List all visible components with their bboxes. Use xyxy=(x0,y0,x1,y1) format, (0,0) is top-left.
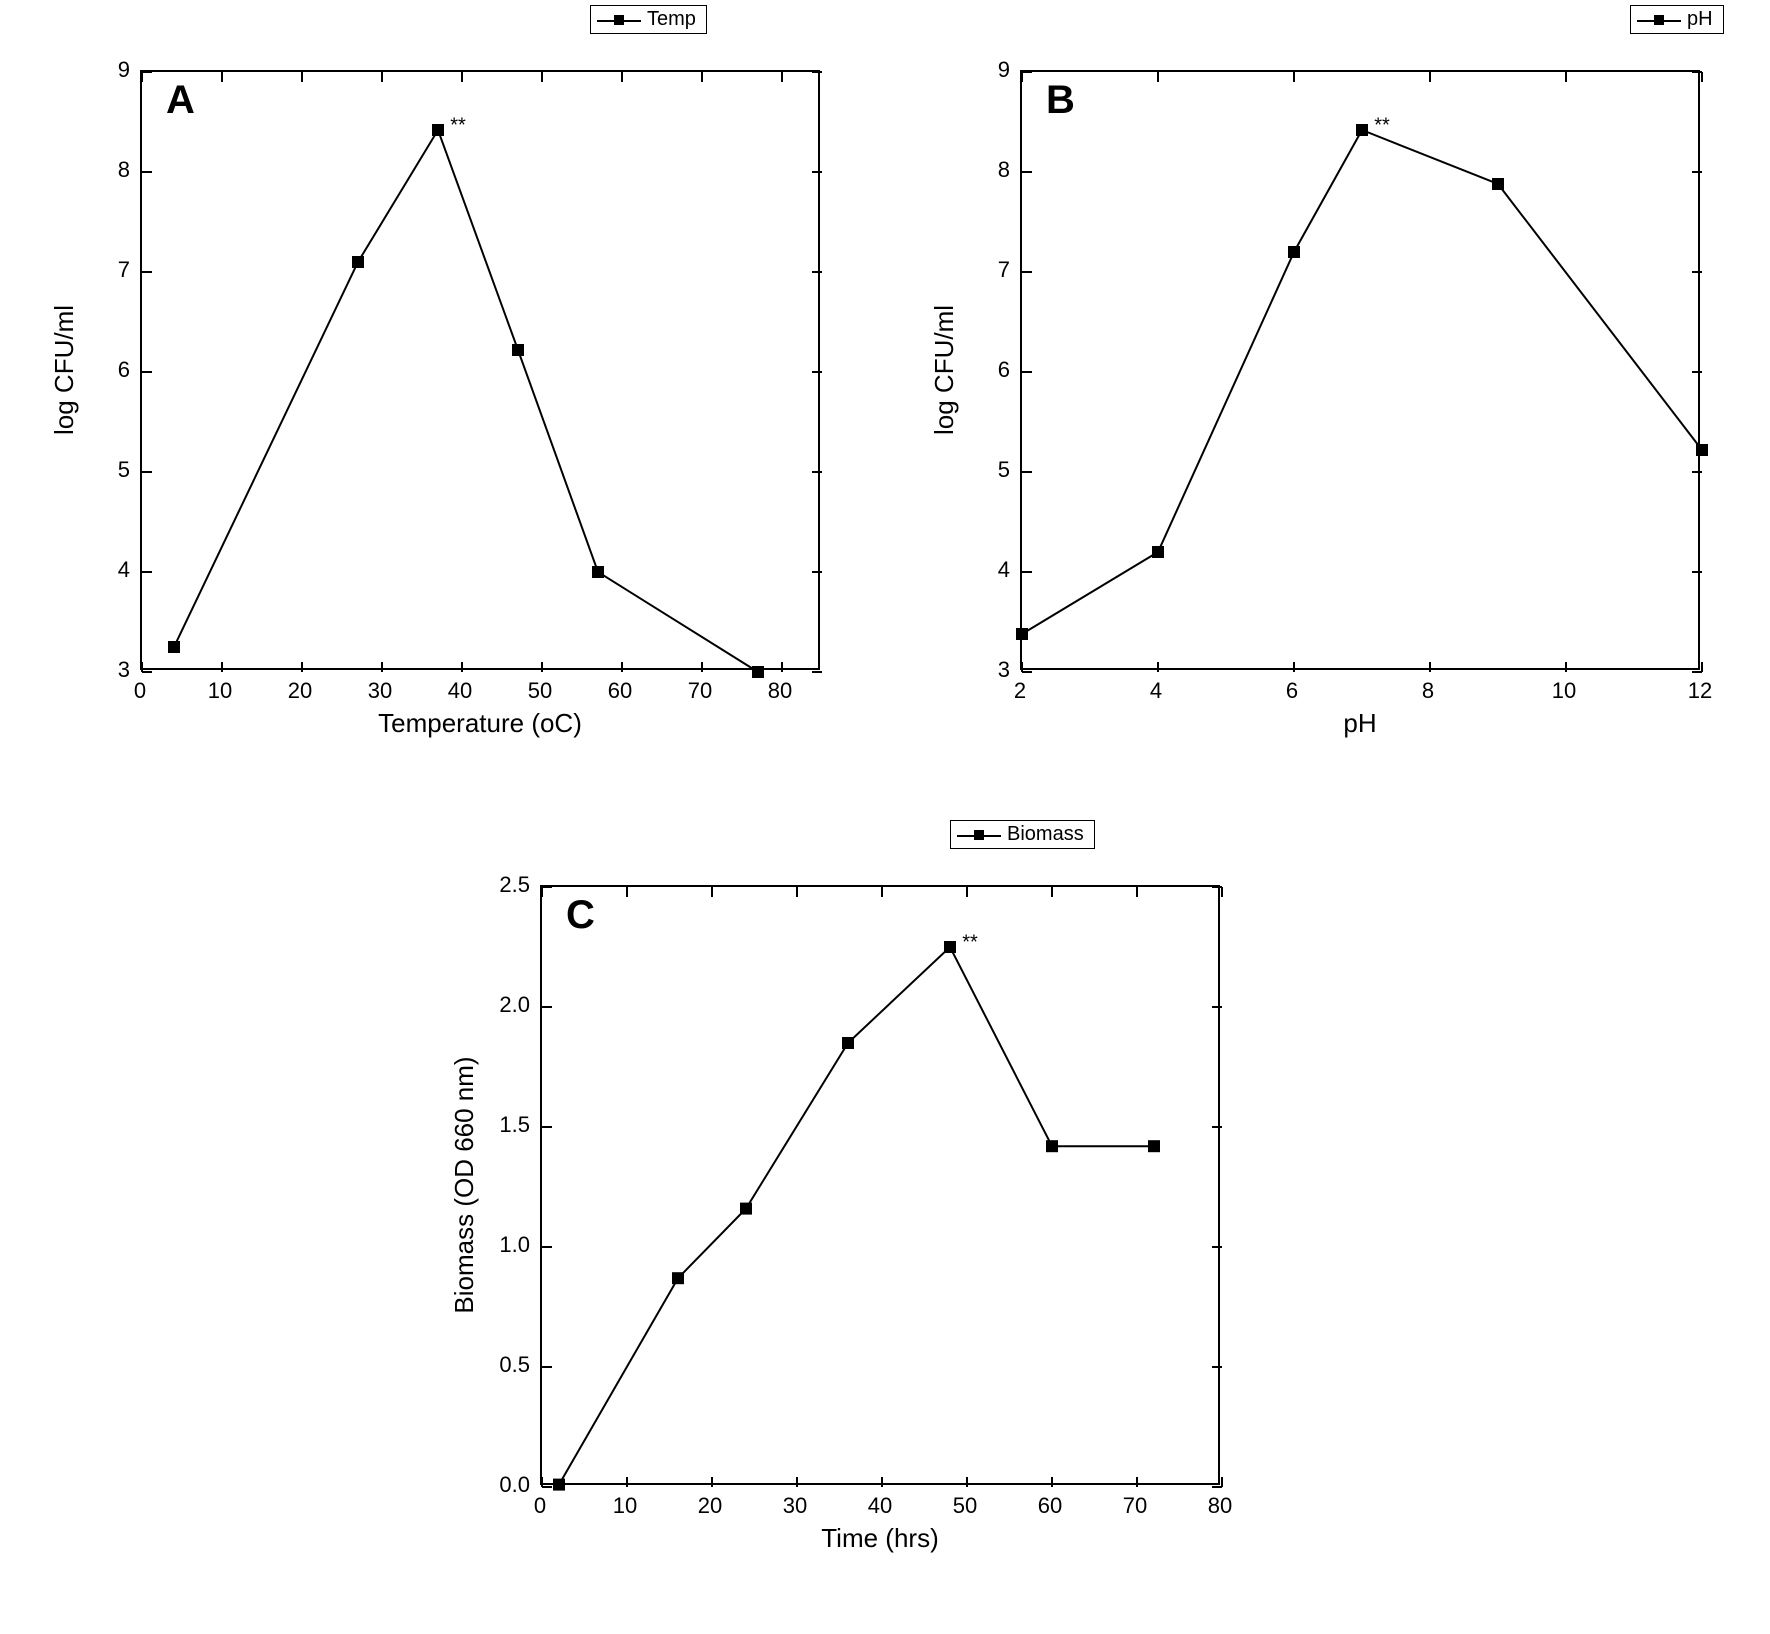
x-axis-title: Temperature (oC) xyxy=(378,708,582,739)
ytick-label: 5 xyxy=(280,457,1010,483)
ytick-label: 0.0 xyxy=(0,1472,530,1498)
ytick-label: 3 xyxy=(280,657,1010,683)
ytick-label: 2.5 xyxy=(0,872,530,898)
ytick-label: 4 xyxy=(0,557,130,583)
significance-mark: ** xyxy=(962,932,978,955)
data-marker xyxy=(512,344,524,356)
xtick-label: 0 xyxy=(534,1493,546,1519)
xtick-label: 10 xyxy=(1552,678,1576,704)
data-marker xyxy=(1152,546,1164,558)
data-marker xyxy=(1696,444,1708,456)
data-marker xyxy=(1288,246,1300,258)
xtick-label: 12 xyxy=(1688,678,1712,704)
significance-mark: ** xyxy=(1374,115,1390,138)
legend-sample xyxy=(957,825,1001,845)
y-axis-title: log CFU/ml xyxy=(49,305,80,435)
data-marker xyxy=(168,641,180,653)
xtick-label: 20 xyxy=(698,1493,722,1519)
data-marker xyxy=(1492,178,1504,190)
ytick-label: 9 xyxy=(0,57,130,83)
xtick-label: 8 xyxy=(1422,678,1434,704)
ytick-label: 9 xyxy=(280,57,1010,83)
ytick-label: 6 xyxy=(280,357,1010,383)
panel-letter: C xyxy=(562,893,599,938)
ytick-label: 4 xyxy=(280,557,1010,583)
xtick-label: 0 xyxy=(134,678,146,704)
legend-sample xyxy=(597,10,641,30)
chart-C: 010203040506070800.00.51.01.52.02.5Time … xyxy=(415,870,1260,1585)
ytick-label: 0.5 xyxy=(0,1352,530,1378)
ytick-label: 8 xyxy=(280,157,1010,183)
data-marker xyxy=(1148,1140,1160,1152)
plot-area xyxy=(540,885,1220,1485)
xtick-label: 80 xyxy=(1208,1493,1232,1519)
series xyxy=(1022,72,1702,672)
data-marker xyxy=(1016,628,1028,640)
plot-area xyxy=(1020,70,1700,670)
data-marker xyxy=(672,1272,684,1284)
data-marker xyxy=(842,1037,854,1049)
xtick-label: 30 xyxy=(783,1493,807,1519)
ytick-label: 5 xyxy=(0,457,130,483)
panel-letter: A xyxy=(162,78,199,123)
legend-label: Temp xyxy=(647,8,696,31)
xtick-label: 10 xyxy=(613,1493,637,1519)
ytick-label: 8 xyxy=(0,157,130,183)
chart-B: 246810123456789pHlog CFU/ml**B xyxy=(920,55,1740,770)
xtick-label: 2 xyxy=(1014,678,1026,704)
ytick-label: 2.0 xyxy=(0,992,530,1018)
x-axis-title: Time (hrs) xyxy=(821,1523,938,1554)
data-marker xyxy=(553,1479,565,1491)
xtick-label: 50 xyxy=(953,1493,977,1519)
data-marker xyxy=(432,124,444,136)
panel-letter: B xyxy=(1042,78,1079,123)
xtick-label: 10 xyxy=(208,678,232,704)
ytick-label: 3 xyxy=(0,657,130,683)
xtick-label: 6 xyxy=(1286,678,1298,704)
data-marker xyxy=(944,941,956,953)
legend: pH xyxy=(1630,5,1724,34)
legend-sample xyxy=(1637,10,1681,30)
legend-label: Biomass xyxy=(1007,823,1084,846)
y-axis-title: Biomass (OD 660 nm) xyxy=(449,1056,480,1313)
xtick-label: 4 xyxy=(1150,678,1162,704)
xtick-label: 70 xyxy=(1123,1493,1147,1519)
data-marker xyxy=(1356,124,1368,136)
ytick-label: 7 xyxy=(0,257,130,283)
data-marker xyxy=(1046,1140,1058,1152)
legend: Temp xyxy=(590,5,707,34)
xtick-label: 40 xyxy=(868,1493,892,1519)
significance-mark: ** xyxy=(450,115,466,138)
data-marker xyxy=(740,1203,752,1215)
x-axis-title: pH xyxy=(1343,708,1376,739)
xtick-label: 60 xyxy=(1038,1493,1062,1519)
series xyxy=(542,887,1222,1487)
y-axis-title: log CFU/ml xyxy=(929,305,960,435)
ytick-label: 7 xyxy=(280,257,1010,283)
legend: Biomass xyxy=(950,820,1095,849)
legend-label: pH xyxy=(1687,8,1713,31)
